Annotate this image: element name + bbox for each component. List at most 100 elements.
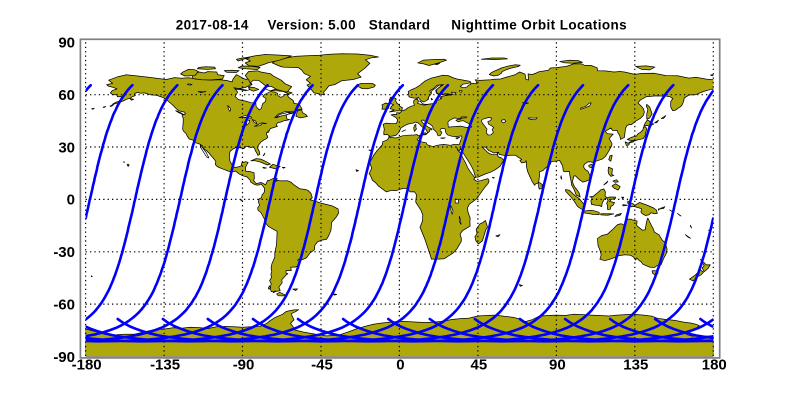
land-banks [180, 69, 199, 77]
land-kodiak [129, 98, 134, 101]
land-hawaii2 [123, 161, 126, 163]
land-severnaya [559, 59, 583, 64]
water-ladoga [451, 91, 457, 95]
land-spitsb2 [433, 63, 440, 65]
land-falklands [292, 288, 298, 291]
water-black_sea [447, 116, 473, 128]
land-mindanao [611, 183, 621, 191]
land-hawaii [126, 163, 130, 167]
land-tdf_islands [267, 285, 272, 290]
orbit-track-19 [341, 83, 675, 343]
orbit-track-16 [206, 83, 540, 343]
x-tick-label--180: -180 [72, 357, 102, 374]
orbit-track-8 [85, 83, 314, 343]
land-sakhalin [645, 104, 653, 120]
water-onega [459, 89, 463, 93]
land-madagascar [474, 220, 488, 245]
land-svalbard [417, 58, 447, 66]
land-americas [106, 74, 339, 294]
land-kerguelen [518, 284, 523, 287]
water-med_west [388, 121, 428, 139]
land-kuril2 [660, 115, 667, 119]
title-version: Version: 5.00 [268, 18, 357, 33]
land-bahamas [262, 152, 266, 157]
land-vanuatu [689, 224, 693, 229]
x-tick-label-90: 90 [549, 357, 566, 374]
land-iceland [356, 83, 376, 90]
land-aleut3 [109, 104, 114, 107]
land-newfoundland [295, 109, 308, 119]
land-visayas [612, 179, 619, 183]
land-new_siberian [635, 65, 656, 71]
title-mode: Standard [369, 18, 431, 33]
island-corsica_sardinia [413, 123, 417, 132]
water-victoria [454, 198, 459, 204]
land-kyushu_shikoku [624, 139, 635, 146]
water-malawi [458, 215, 462, 225]
land-wrangel [710, 74, 714, 77]
land-novaya_zemlya [488, 64, 521, 77]
plot-title: 2017-08-14 Version: 5.00 Standard Nightt… [176, 18, 627, 33]
orbit-track-11 [653, 317, 714, 340]
y-axis-labels: 90 60 30 0 -30 -60 -90 [53, 35, 75, 366]
land-chatham [90, 275, 93, 278]
orbit-track-18 [296, 83, 630, 343]
land-great_britain [388, 96, 403, 113]
orbit-track-10 [85, 83, 360, 343]
y-tick-label--60: -60 [53, 296, 75, 313]
land-kuril1 [654, 119, 659, 124]
land-devon [237, 65, 261, 70]
orbit-track-13 [699, 317, 714, 328]
land-moluccas1 [621, 196, 625, 200]
x-tick-label-0: 0 [396, 357, 404, 374]
land-socotra [492, 176, 495, 179]
land-solomons [677, 213, 682, 217]
land-luzon [607, 166, 615, 177]
orbit-track-21 [387, 89, 714, 343]
land-australia [597, 217, 668, 268]
orbit-track-4 [85, 83, 224, 338]
land-somerset_pow [223, 69, 240, 73]
island-crete [440, 137, 446, 139]
land-melville [196, 66, 216, 70]
orbit-track-15 [161, 83, 495, 343]
x-tick-label-135: 135 [623, 357, 648, 374]
y-tick-label--90: -90 [53, 349, 75, 366]
x-axis-labels: -180 -135 -90 -45 0 45 90 135 180 [72, 357, 727, 374]
water-caspian [481, 117, 494, 136]
water-huron [251, 119, 258, 125]
land-sulawesi [606, 196, 616, 210]
x-tick-label--135: -135 [150, 357, 180, 374]
x-tick-label-45: 45 [471, 357, 488, 374]
orbit-tracks-layer [85, 83, 714, 343]
land-palawan [603, 180, 609, 186]
y-tick-label-60: 60 [58, 87, 75, 104]
island-gotland [430, 97, 433, 101]
water-erie_ontario [254, 122, 267, 127]
orbit-track-17 [251, 83, 585, 343]
water-gulf_california [199, 144, 210, 159]
island-anticosti [287, 111, 293, 115]
land-new_britain [658, 206, 666, 211]
land-puerto_rico [281, 166, 286, 169]
orbit-track-2 [85, 83, 179, 321]
land-cuba [250, 158, 271, 166]
orbit-track-12 [85, 83, 405, 343]
land-java [582, 209, 600, 215]
land-lesser_sunda [600, 213, 615, 216]
land-taiwan [608, 155, 613, 162]
land-vancouver_i [175, 110, 185, 116]
land-axel [236, 57, 250, 62]
land-aleut2 [91, 107, 95, 110]
orbit-track-14 [116, 83, 450, 343]
x-tick-label--45: -45 [311, 357, 333, 374]
land-mauritius [495, 234, 501, 238]
land-new_caledonia [685, 234, 691, 239]
orbit-track-0 [85, 83, 134, 220]
x-tick-label--90: -90 [233, 357, 255, 374]
title-date: 2017-08-14 [176, 18, 249, 33]
water-baikal [580, 102, 592, 110]
land-borneo [589, 188, 608, 207]
land-cape_verde [355, 169, 359, 172]
